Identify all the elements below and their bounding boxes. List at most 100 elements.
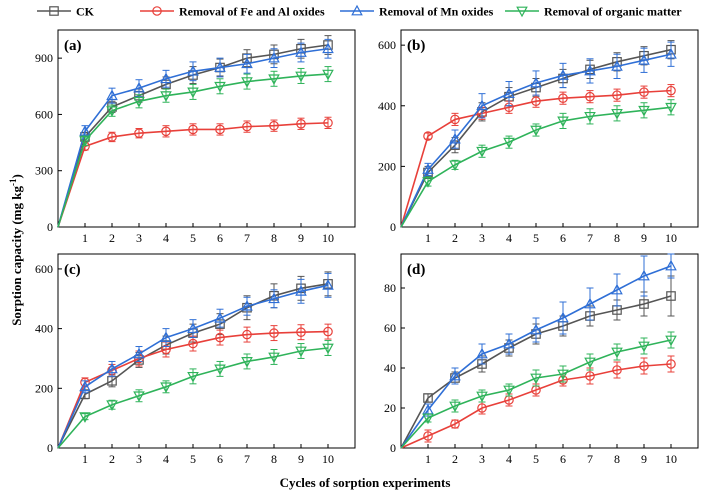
series-1	[57, 323, 333, 449]
data-point	[638, 54, 650, 65]
x-tick-label: 2	[452, 452, 458, 466]
data-point	[160, 331, 172, 342]
legend-marker	[152, 6, 162, 16]
data-point	[268, 352, 280, 364]
data-point	[585, 371, 595, 381]
x-tick-label: 10	[665, 452, 677, 466]
series-1	[57, 116, 333, 228]
data-point	[160, 72, 172, 84]
plot-frame	[400, 29, 699, 228]
data-point	[422, 163, 434, 174]
series-line	[57, 284, 329, 449]
error-bar	[81, 413, 89, 421]
data-point	[106, 400, 118, 411]
series-0	[400, 275, 676, 449]
x-tick-label: 6	[217, 452, 223, 466]
legend-label: Removal of organic matter	[544, 5, 682, 19]
series-2	[57, 272, 334, 449]
x-tick-label: 10	[665, 231, 677, 245]
x-axis-title: Cycles of sorption experiments	[280, 475, 451, 490]
x-tick-label: 1	[82, 231, 88, 245]
data-point	[187, 87, 199, 99]
data-point	[557, 116, 569, 128]
data-point	[530, 373, 542, 385]
series-line	[57, 122, 329, 228]
x-tick-label: 5	[190, 452, 196, 466]
y-tick-label: 200	[378, 159, 396, 173]
legend: CK Removal of Fe and Al oxides Removal of …	[37, 5, 682, 19]
data-point	[79, 125, 91, 136]
error-bar	[505, 81, 513, 107]
error-bar	[270, 48, 278, 69]
data-point	[323, 326, 333, 337]
x-tick-label: 4	[163, 231, 169, 245]
data-point	[666, 359, 676, 369]
data-point	[322, 279, 334, 290]
legend-marker	[49, 6, 59, 16]
series-1	[400, 355, 676, 449]
y-tick-label: 600	[378, 38, 396, 52]
y-tick-label: 0	[47, 441, 53, 455]
panel-label: (c)	[64, 262, 81, 278]
data-point	[476, 146, 488, 158]
legend-item-2: Removal of Mn oxides	[340, 5, 494, 19]
data-point	[449, 160, 461, 172]
y-tick-label: 300	[35, 164, 53, 178]
series-3	[400, 331, 677, 449]
series-0	[57, 35, 333, 228]
series-3	[57, 66, 334, 228]
panel-label: (a)	[64, 38, 82, 54]
y-tick-label: 60	[384, 321, 396, 335]
data-point	[268, 74, 280, 86]
data-point	[611, 108, 623, 120]
panel-d: 1 2 3 4 5 6 7 8 9 10 0 20 40 60 80 (d)	[384, 253, 699, 466]
y-tick-label: 0	[47, 220, 53, 234]
x-tick-label: 2	[109, 231, 115, 245]
x-tick-label: 7	[587, 231, 593, 245]
y-tick-label: 40	[384, 361, 396, 375]
data-point	[106, 89, 118, 101]
data-point	[215, 124, 225, 135]
x-tick-label: 8	[271, 231, 277, 245]
data-point	[531, 96, 541, 107]
data-point	[450, 419, 460, 429]
data-point	[323, 118, 333, 128]
x-tick-label: 9	[641, 452, 647, 466]
error-bar	[324, 38, 332, 59]
data-point	[611, 60, 623, 71]
legend-item-3: Removal of organic matter	[505, 5, 682, 19]
data-point	[584, 357, 596, 369]
data-point	[423, 431, 433, 441]
error-bar	[532, 70, 540, 96]
error-bar	[640, 47, 648, 73]
data-point	[214, 311, 226, 323]
data-point	[295, 285, 307, 296]
y-tick-label: 900	[35, 51, 53, 65]
data-point	[476, 99, 488, 111]
error-bar	[667, 355, 675, 373]
data-point	[611, 283, 623, 295]
data-point	[449, 132, 461, 144]
data-point	[242, 121, 252, 132]
x-tick-label: 3	[479, 452, 485, 466]
error-bar	[559, 301, 567, 335]
data-point	[612, 365, 622, 375]
data-point	[295, 46, 307, 57]
data-point	[611, 347, 623, 359]
data-point	[241, 299, 253, 311]
x-tick-label: 6	[560, 452, 566, 466]
data-point	[530, 76, 542, 88]
series-2	[400, 41, 677, 228]
y-tick-label: 600	[35, 107, 53, 121]
data-point	[269, 328, 279, 338]
legend-item-1: Removal of Fe and Al oxides	[140, 5, 325, 19]
data-point	[296, 327, 306, 337]
x-tick-label: 8	[614, 231, 620, 245]
data-point	[160, 382, 172, 394]
x-tick-label: 1	[425, 452, 431, 466]
error-bar	[505, 333, 513, 355]
error-bar	[297, 324, 305, 341]
data-point	[322, 343, 334, 355]
